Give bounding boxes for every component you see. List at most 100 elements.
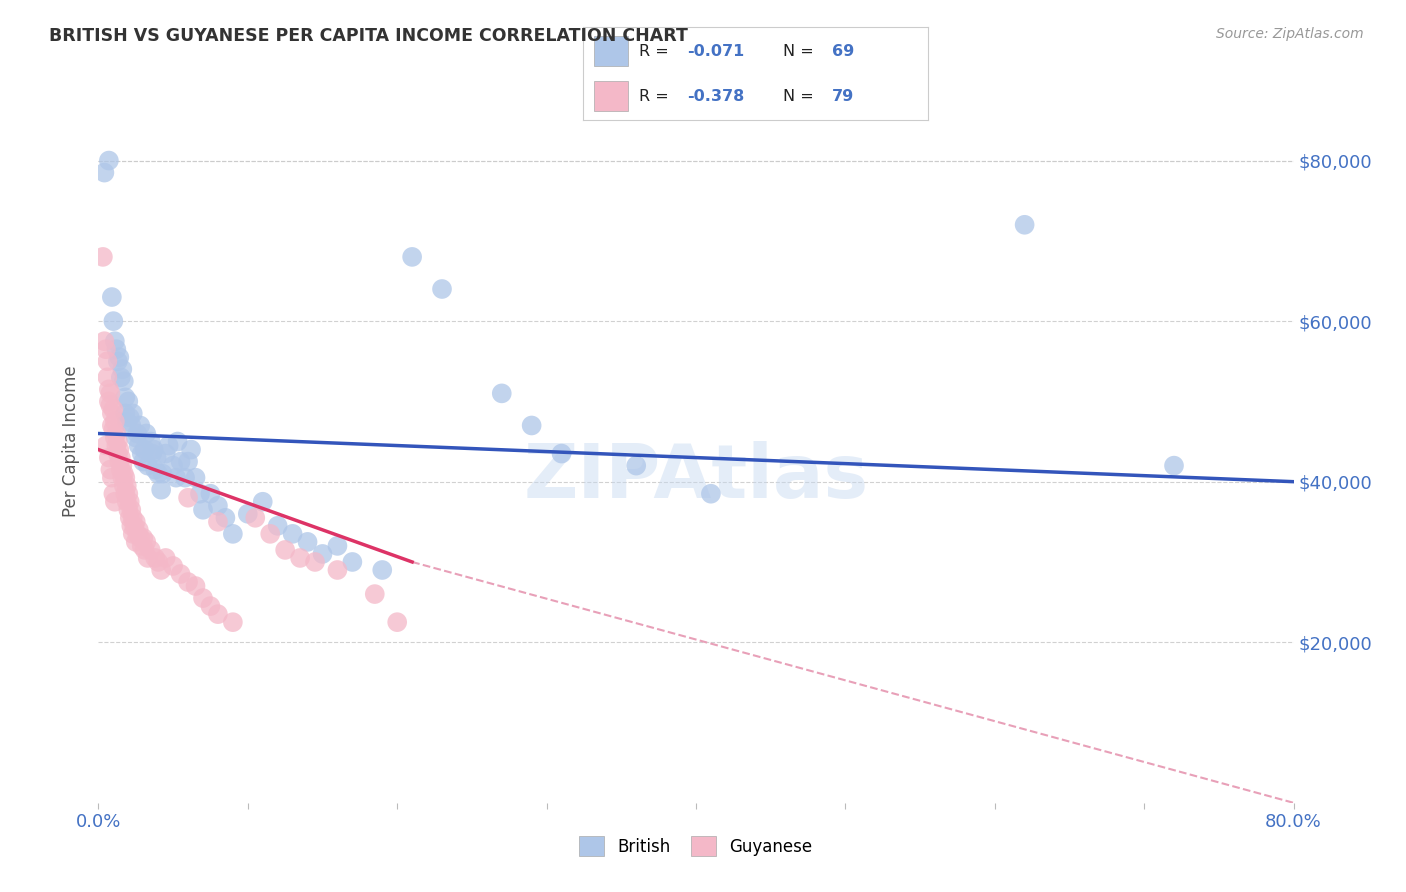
Point <box>97 394 120 409</box>
Point <box>288 550 311 566</box>
Point <box>121 406 143 420</box>
Point <box>118 410 141 425</box>
Point <box>132 454 155 468</box>
Point <box>108 350 131 364</box>
Point <box>103 402 125 417</box>
Point <box>110 450 132 465</box>
Point <box>105 438 128 452</box>
Text: 79: 79 <box>831 88 853 103</box>
Point <box>267 518 290 533</box>
Point <box>155 550 177 566</box>
Point <box>101 290 124 304</box>
Point <box>93 165 115 179</box>
Point <box>107 434 129 449</box>
Point <box>114 470 136 484</box>
Point <box>252 494 274 508</box>
Point <box>115 414 138 428</box>
Point <box>118 494 141 508</box>
Point <box>117 394 139 409</box>
Point <box>152 467 174 481</box>
Legend: British, Guyanese: British, Guyanese <box>572 830 820 863</box>
Point <box>180 442 202 457</box>
Point <box>121 510 143 524</box>
Point <box>207 499 229 513</box>
Point <box>114 486 136 500</box>
Point <box>125 430 148 444</box>
Point <box>700 486 723 500</box>
Point <box>104 334 127 348</box>
Point <box>371 563 394 577</box>
Point <box>103 422 125 436</box>
Point <box>222 526 245 541</box>
Point <box>134 442 156 457</box>
Point <box>236 507 259 521</box>
Text: 69: 69 <box>831 44 853 59</box>
Point <box>120 502 142 516</box>
Point <box>105 426 128 441</box>
Point <box>127 426 149 441</box>
Point <box>111 362 134 376</box>
Bar <box>593 81 628 111</box>
Point <box>311 547 333 561</box>
Point <box>135 426 157 441</box>
Point <box>191 502 214 516</box>
Point <box>117 486 139 500</box>
Point <box>101 470 124 484</box>
Point <box>143 550 166 566</box>
Point <box>326 539 349 553</box>
Point <box>125 515 148 529</box>
Text: N =: N = <box>783 44 820 59</box>
Point <box>520 418 543 433</box>
Point <box>93 334 115 348</box>
Point <box>177 454 200 468</box>
Point <box>136 458 159 473</box>
Point <box>111 470 134 484</box>
Point <box>155 446 177 460</box>
Y-axis label: Per Capita Income: Per Capita Income <box>62 366 80 517</box>
Point <box>125 534 148 549</box>
Point <box>222 615 245 630</box>
Text: BRITISH VS GUYANESE PER CAPITA INCOME CORRELATION CHART: BRITISH VS GUYANESE PER CAPITA INCOME CO… <box>49 27 688 45</box>
Point <box>97 450 120 465</box>
Point <box>1163 458 1185 473</box>
Point <box>114 406 136 420</box>
Point <box>104 430 127 444</box>
Point <box>148 467 170 481</box>
Point <box>1014 218 1036 232</box>
Point <box>174 470 197 484</box>
Point <box>128 438 150 452</box>
Point <box>91 250 114 264</box>
Point <box>136 550 159 566</box>
Point <box>134 542 156 557</box>
Point <box>94 438 117 452</box>
Point <box>191 591 214 605</box>
Point <box>110 370 132 384</box>
Point <box>121 526 143 541</box>
Point <box>107 446 129 460</box>
Point <box>98 398 122 412</box>
Point <box>131 446 153 460</box>
Point <box>401 250 423 264</box>
Bar <box>593 36 628 66</box>
Point <box>169 454 191 468</box>
Point <box>98 462 122 476</box>
Point <box>326 563 349 577</box>
Point <box>162 558 184 574</box>
Text: R =: R = <box>638 44 673 59</box>
Point <box>207 515 229 529</box>
Point <box>115 478 138 492</box>
Point <box>114 390 136 404</box>
Point <box>169 567 191 582</box>
Point <box>104 494 127 508</box>
Point <box>111 458 134 473</box>
Point <box>112 467 135 481</box>
Point <box>245 510 267 524</box>
Point <box>177 491 200 505</box>
Point <box>150 483 173 497</box>
Point <box>162 458 184 473</box>
Point <box>104 414 127 428</box>
Point <box>626 458 648 473</box>
Text: -0.071: -0.071 <box>688 44 744 59</box>
Point <box>127 526 149 541</box>
Point <box>184 470 207 484</box>
